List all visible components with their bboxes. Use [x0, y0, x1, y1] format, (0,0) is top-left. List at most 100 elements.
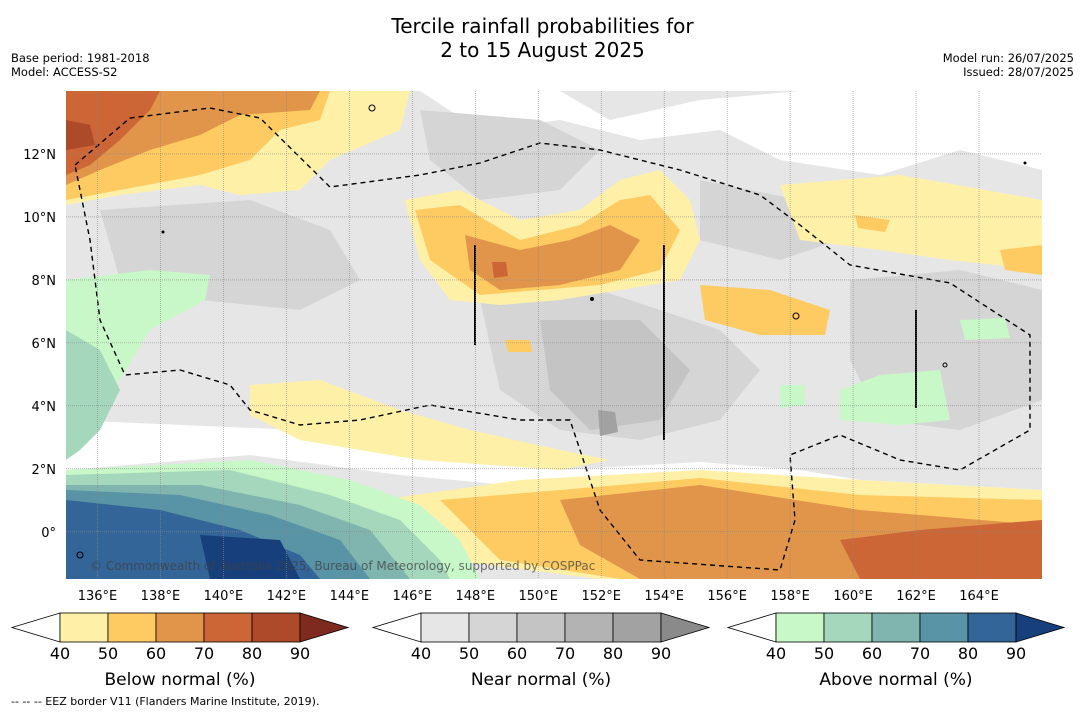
colorbar-tick-label: 50 — [98, 644, 118, 663]
colorbar-segment — [251, 612, 301, 643]
colorbar-segment — [919, 612, 969, 643]
below-normal-40-south-west — [250, 380, 610, 470]
colorbar-segment — [871, 612, 921, 643]
lon-tick-label: 142°E — [267, 589, 307, 604]
colorbar-segment — [967, 612, 1017, 643]
below-normal-60-central — [465, 225, 640, 290]
base-period: Base period: 1981-2018 — [11, 51, 150, 65]
near-normal-60-center — [540, 320, 690, 430]
colorbar-segment — [155, 612, 205, 643]
colorbar-segment — [823, 612, 873, 643]
island — [1023, 161, 1027, 165]
below-normal-80-northwest — [66, 120, 95, 150]
colorbar-tick-label: 60 — [146, 644, 166, 663]
lon-tick-label: 138°E — [141, 589, 181, 604]
colorbar-tick-label: 90 — [290, 644, 310, 663]
title-line-1: Tercile rainfall probabilities for — [391, 14, 694, 38]
below-normal-50-northeast-spot — [855, 215, 890, 232]
island — [368, 104, 376, 112]
lon-tick-label: 160°E — [833, 589, 873, 604]
island — [76, 551, 84, 559]
colorbar-segment — [516, 612, 566, 643]
below-normal-50-east — [700, 285, 830, 335]
colorbar-tick-label: 50 — [814, 644, 834, 663]
colorbar-segment — [107, 612, 157, 643]
colorbar-tick-label: 90 — [651, 644, 671, 663]
colorbar-tick-label: 40 — [766, 644, 786, 663]
colorbar-tick-label: 90 — [1006, 644, 1026, 663]
above-normal-40-east — [840, 370, 950, 425]
lon-tick-label: 152°E — [581, 589, 621, 604]
colorbar-min-extension — [726, 612, 777, 643]
model-run: Model run: 26/07/2025 — [942, 51, 1074, 65]
colorbar-tick-label: 50 — [459, 644, 479, 663]
lon-tick-label: 150°E — [518, 589, 558, 604]
colorbar-segment — [468, 612, 518, 643]
above-normal-40-east-small — [960, 318, 1010, 340]
colorbar-segment — [775, 612, 825, 643]
colorbar-tick-label: 60 — [507, 644, 527, 663]
colorbar-tick-label: 70 — [194, 644, 214, 663]
colorbar-segment — [203, 612, 253, 643]
lat-tick-label: 8°N — [32, 274, 57, 289]
colorbar-tick-label: 40 — [411, 644, 431, 663]
lon-tick-label: 156°E — [707, 589, 747, 604]
lat-tick-label: 10°N — [23, 211, 56, 226]
meta-left: Base period: 1981-2018 Model: ACCESS-S2 — [11, 51, 150, 79]
lon-tick-label: 158°E — [770, 589, 810, 604]
lon-tick-label: 136°E — [78, 589, 118, 604]
colorbar-2: 40 50 60 70 80 90 Near normal (%) — [371, 612, 711, 690]
issued-date: Issued: 28/07/2025 — [963, 65, 1074, 79]
above-normal-40-east-spot — [780, 385, 805, 408]
meta-right: Model run: 26/07/2025 Issued: 28/07/2025 — [943, 51, 1074, 79]
colorbar-tick-label: 80 — [958, 644, 978, 663]
colorbars: 40 50 60 70 80 90 Below normal (%) 40 50 60 70 80 90… — [10, 612, 1066, 690]
colorbar-title: Above normal (%) — [819, 670, 972, 690]
colorbar-min-extension — [10, 612, 61, 643]
colorbar-tick-label: 60 — [862, 644, 882, 663]
colorbar-tick-label: 40 — [50, 644, 70, 663]
axis-ticks: 136°E 138°E 140°E 142°E 144°E 146°E 148°E 150°E… — [23, 148, 999, 604]
colorbar-title: Near normal (%) — [471, 670, 611, 690]
lat-tick-label: 2°N — [32, 463, 57, 478]
chart-title: Tercile rainfall probabilities for 2 to … — [0, 14, 1085, 62]
colorbar-1: 40 50 60 70 80 90 Below normal (%) — [10, 612, 350, 690]
lat-tick-label: 0° — [41, 526, 56, 541]
lat-tick-label: 6°N — [32, 337, 57, 352]
lat-tick-label: 4°N — [32, 400, 57, 415]
above-normal-50-west — [66, 330, 120, 460]
colorbar-tick-label: 70 — [910, 644, 930, 663]
below-normal-50-east-edge — [1000, 245, 1042, 275]
island — [161, 230, 165, 234]
lon-tick-label: 148°E — [456, 589, 496, 604]
model-name: Model: ACCESS-S2 — [11, 65, 118, 79]
island — [792, 312, 800, 320]
colorbar-max-extension — [299, 612, 350, 643]
lon-tick-label: 144°E — [330, 589, 370, 604]
colorbar-tick-label: 80 — [242, 644, 262, 663]
colorbar-title: Below normal (%) — [105, 670, 256, 690]
colorbar-max-extension — [1015, 612, 1066, 643]
lon-tick-label: 162°E — [896, 589, 936, 604]
colorbar-tick-label: 70 — [555, 644, 575, 663]
colorbar-max-extension — [660, 612, 711, 643]
below-normal-40-northeast — [780, 175, 1042, 270]
lon-tick-label: 140°E — [204, 589, 244, 604]
lat-tick-label: 12°N — [23, 148, 56, 163]
colorbar-segment — [564, 612, 614, 643]
below-normal-50-spot — [505, 340, 532, 352]
footnote: -- -- -- EEZ border V11 (Flanders Marine… — [11, 695, 320, 708]
lon-tick-label: 154°E — [644, 589, 684, 604]
island — [590, 297, 594, 301]
colorbar-segment — [420, 612, 470, 643]
near-normal-80-spot — [598, 410, 618, 436]
above-normal-90-southwest — [200, 535, 300, 579]
below-normal-70-southeast — [840, 520, 1042, 579]
island — [942, 362, 948, 368]
colorbar-segment — [59, 612, 109, 643]
copyright-watermark: © Commonwealth of Australia 2025, Bureau… — [90, 559, 595, 573]
map-area: © Commonwealth of Australia 2025, Bureau… — [66, 91, 1042, 579]
colorbar-3: 40 50 60 70 80 90 Above normal (%) — [726, 612, 1066, 690]
lon-tick-label: 164°E — [959, 589, 999, 604]
